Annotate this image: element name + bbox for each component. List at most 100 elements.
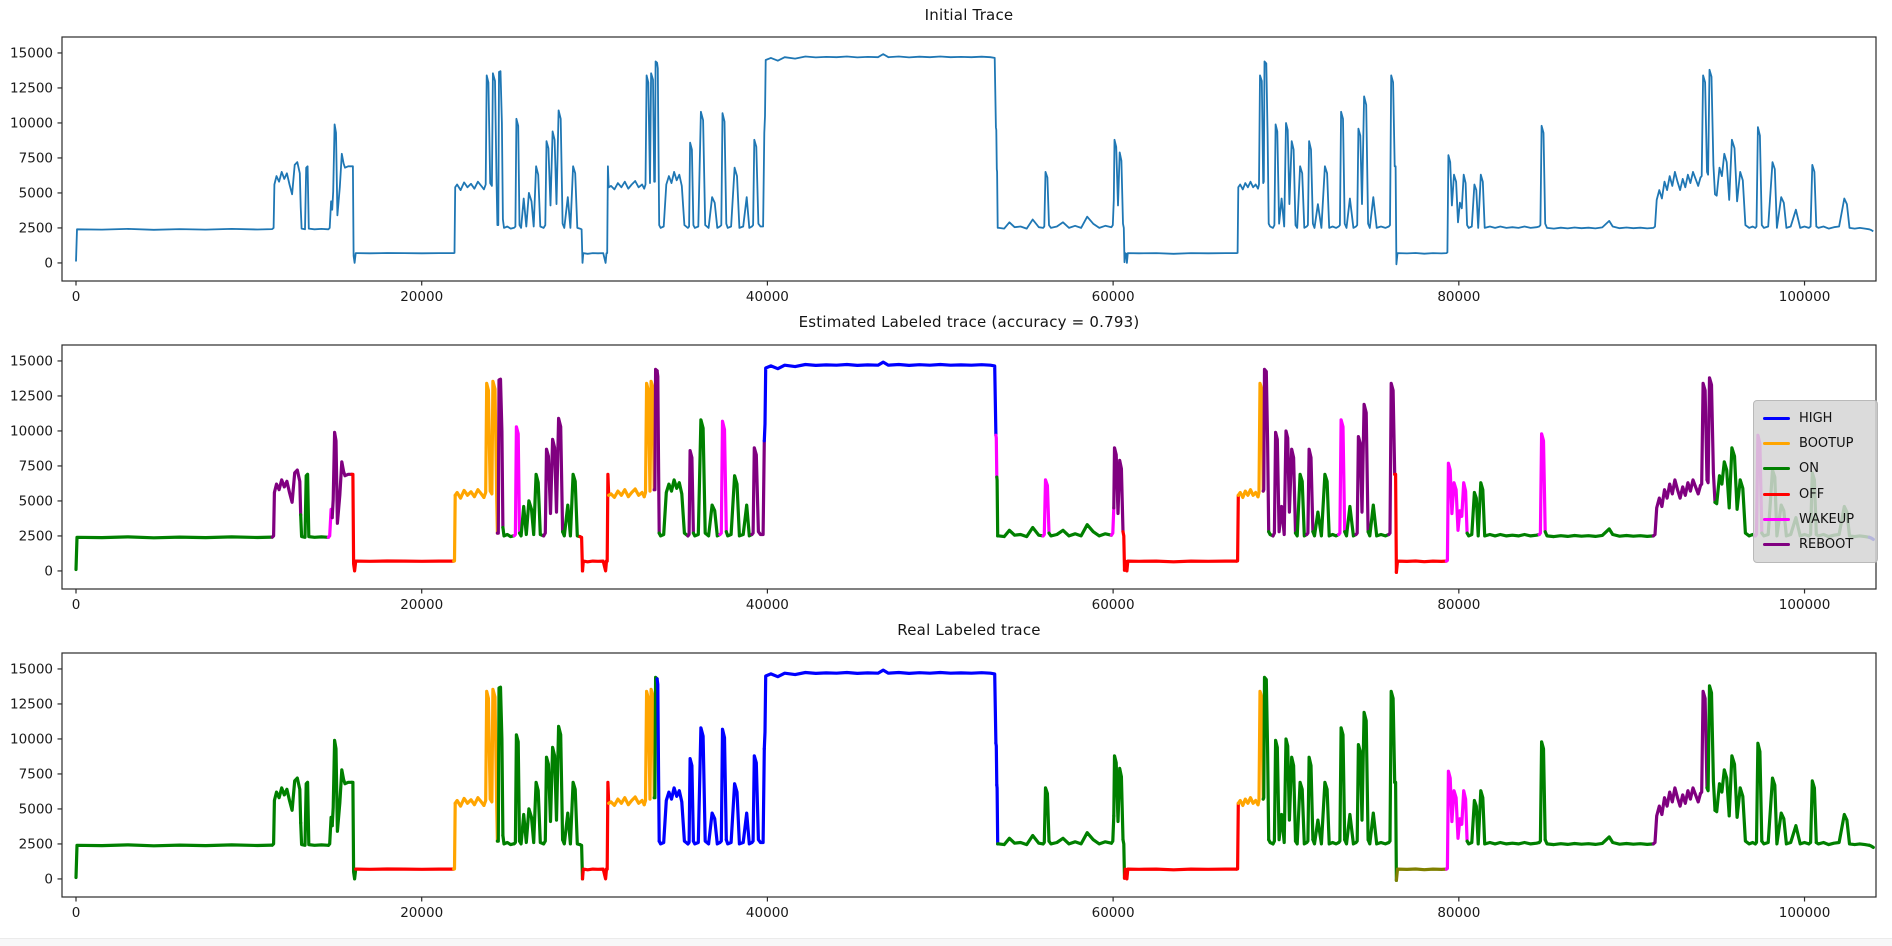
trace-segment-wakeup — [1041, 478, 1051, 538]
y-tick-label: 15000 — [10, 353, 53, 369]
trace-segment-high — [718, 727, 728, 845]
trace-segment-on — [996, 833, 1045, 847]
x-tick-label: 40000 — [746, 597, 789, 613]
trace-segment-reboot — [495, 377, 505, 535]
y-tick-label: 0 — [44, 563, 53, 579]
legend-label: BOOTUP — [1799, 436, 1854, 452]
y-tick-label: 5000 — [19, 801, 53, 817]
trace-segment-on — [1311, 472, 1341, 538]
trace-segment-on — [1343, 504, 1358, 538]
trace-segment-on — [1366, 503, 1391, 538]
plot1-title: Initial Trace — [924, 6, 1014, 24]
y-tick-label: 0 — [44, 255, 53, 271]
trace-segment-reboot — [1261, 367, 1271, 534]
trace-segment-on — [1343, 812, 1358, 846]
trace-segment-bootup — [452, 493, 457, 563]
trace-segment-reboot — [330, 430, 354, 525]
legend-label: WAKEUP — [1799, 511, 1855, 527]
x-tick-label: 100000 — [1779, 905, 1831, 921]
x-tick-label: 100000 — [1779, 597, 1831, 613]
trace-segment-on — [74, 535, 274, 572]
axes-spines — [61, 36, 1877, 282]
y-tick-label: 15000 — [10, 661, 53, 677]
trace-segment-high — [762, 668, 998, 751]
trace-segment-on — [1261, 675, 1271, 842]
trace-segment-bootup — [482, 379, 499, 535]
y-tick-label: 10000 — [10, 731, 53, 747]
trace-segment-on — [74, 843, 274, 880]
trace-segment-reboot — [686, 449, 695, 538]
trace-segment-on — [517, 780, 546, 846]
x-tick-label: 60000 — [1092, 905, 1135, 921]
trace-segment-on — [542, 724, 565, 846]
trace-segment-on — [1393, 780, 1398, 882]
trace-segment-on — [1814, 812, 1871, 847]
trace-segment-on — [495, 685, 505, 843]
trace-segment-off — [350, 472, 358, 573]
y-tick-label: 5000 — [19, 493, 53, 509]
x-tick-label: 0 — [72, 597, 81, 613]
trace-segment-high — [750, 747, 766, 845]
x-tick-label: 0 — [72, 905, 81, 921]
legend-swatch-off — [1763, 492, 1790, 496]
legend-swatch-high — [1763, 417, 1790, 421]
y-tick-label: 12500 — [10, 388, 53, 404]
trace-segment-high — [762, 360, 998, 443]
trace-segment-on — [1311, 780, 1341, 846]
trace-segment-wakeup — [994, 433, 999, 479]
trace-segment-reboot — [655, 369, 661, 535]
legend-entry: ON — [1763, 462, 1868, 475]
trace-segment-on — [299, 780, 330, 847]
legend-swatch-on — [1763, 467, 1790, 471]
trace-segment-reboot — [1387, 381, 1397, 537]
trace-segment-off — [1235, 493, 1240, 563]
trace-segment-reboot — [1698, 381, 1709, 488]
trace-segment-on — [995, 475, 1000, 538]
legend-swatch-wakeup — [1763, 517, 1790, 521]
trace-segment-wakeup — [1337, 418, 1347, 537]
trace-segment-on — [1112, 754, 1125, 842]
trace-segment-bootup — [1256, 381, 1265, 499]
trace-segment-on — [512, 733, 522, 846]
trace-segment-high — [655, 677, 661, 843]
trace-segment-bootup — [642, 379, 656, 499]
trace-segment-on — [1354, 710, 1370, 845]
trace-segment-off — [580, 867, 609, 881]
x-tick-label: 100000 — [1779, 289, 1831, 305]
y-tick-label: 2500 — [19, 528, 53, 544]
trace-segment-off — [580, 559, 609, 573]
trace-segment-on — [1293, 472, 1309, 538]
legend-swatch-bootup — [1763, 442, 1790, 446]
trace-segment-on — [1271, 737, 1298, 846]
x-tick-label: 40000 — [746, 289, 789, 305]
x-tick-label: 0 — [72, 289, 81, 305]
y-tick-label: 2500 — [19, 220, 53, 236]
trace-segment-on — [1807, 779, 1818, 846]
trace-segment-on — [299, 472, 330, 539]
trace-initial — [75, 53, 1874, 266]
x-tick-label: 60000 — [1092, 289, 1135, 305]
trace-segment-on — [1465, 481, 1541, 538]
trace-segment-high — [691, 726, 722, 846]
x-tick-label: 80000 — [1437, 905, 1480, 921]
trace-segment-on — [691, 418, 722, 538]
trace-segment-on — [330, 738, 354, 833]
trace-segment-reboot — [1651, 786, 1703, 846]
trace-segment-on — [1713, 446, 1757, 538]
trace-segment-wakeup — [1444, 461, 1469, 563]
trace-segment-high — [994, 741, 999, 787]
trace-segment-on — [1713, 754, 1757, 846]
trace-segment-on — [561, 780, 582, 847]
trace-segment-wakeup — [1537, 432, 1547, 537]
trace-segment-on — [1537, 740, 1547, 845]
trace-segment-reboot — [1112, 446, 1125, 534]
x-tick-label: 80000 — [1437, 597, 1480, 613]
y-tick-label: 7500 — [19, 766, 53, 782]
trace-segment-on — [270, 776, 303, 847]
trace-segment-on — [1387, 689, 1397, 845]
trace-segment-unlabeled — [1394, 867, 1448, 882]
trace-segment-reboot — [1698, 689, 1709, 796]
y-tick-label: 12500 — [10, 80, 53, 96]
axes-spines — [61, 652, 1877, 898]
